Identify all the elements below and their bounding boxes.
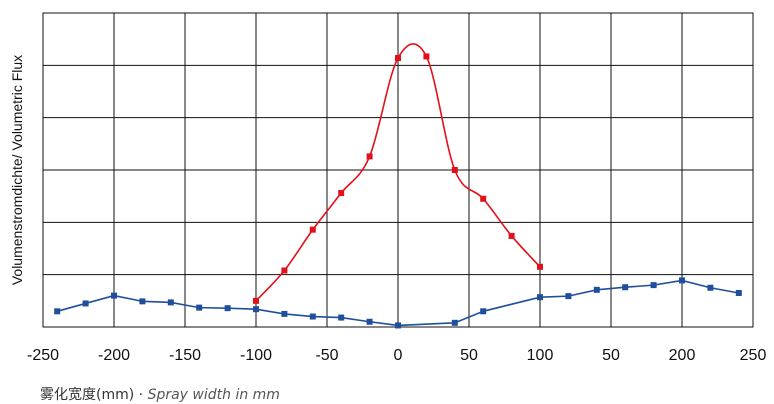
data-point-series-2 — [395, 322, 401, 329]
x-tick-label: 100 — [527, 347, 554, 364]
data-point-series-1 — [281, 267, 288, 274]
data-point-series-2 — [622, 284, 629, 291]
x-tick-labels: -250 -200 -150 -100 -50 0 50 100 50 200 250 — [27, 347, 766, 364]
x-tick-label: 250 — [740, 347, 767, 364]
data-point-series-2 — [281, 310, 288, 317]
data-point-series-2 — [167, 299, 174, 306]
data-point-series-2 — [253, 306, 259, 313]
data-point-series-1 — [508, 232, 515, 239]
data-point-series-2 — [537, 294, 543, 301]
grid-lines — [43, 13, 753, 327]
x-axis-label-separator: · — [134, 387, 148, 403]
x-tick-label: -100 — [240, 347, 272, 364]
x-tick-label: 50 — [602, 347, 620, 364]
x-axis-label-cn: 雾化宽度(mm) — [40, 387, 135, 403]
data-point-series-2 — [480, 308, 487, 315]
x-tick-label: -250 — [27, 347, 59, 364]
x-tick-label: -200 — [98, 347, 130, 364]
x-tick-label: 200 — [669, 347, 696, 364]
x-tick-label: 50 — [460, 347, 478, 364]
data-point-series-2 — [309, 313, 316, 320]
x-axis-label-en: Spray width in mm — [147, 387, 280, 403]
x-tick-label: -50 — [315, 347, 338, 364]
data-point-series-1 — [338, 190, 345, 197]
data-point-series-2 — [735, 289, 742, 296]
data-point-series-1 — [423, 53, 430, 60]
x-axis-label: 雾化宽度(mm) · Spray width in mm — [40, 384, 280, 404]
data-point-series-2 — [707, 284, 714, 291]
y-axis-label: Volumenstromdichte/ Volumetric Flux — [9, 55, 25, 285]
data-point-series-2 — [111, 292, 117, 299]
series-layer — [54, 43, 742, 329]
data-point-series-1 — [451, 167, 458, 173]
data-point-series-2 — [451, 319, 458, 326]
data-point-series-2 — [366, 318, 373, 325]
data-point-series-2 — [650, 282, 657, 289]
data-point-series-1 — [366, 153, 373, 160]
data-point-series-2 — [196, 304, 203, 311]
data-point-series-2 — [82, 300, 89, 307]
data-point-series-2 — [338, 314, 345, 321]
data-point-series-2 — [565, 293, 572, 300]
data-point-series-2 — [679, 277, 685, 284]
data-point-series-1 — [480, 195, 487, 202]
data-point-series-1 — [309, 226, 316, 233]
data-point-series-2 — [139, 298, 146, 305]
x-tick-label: 0 — [394, 347, 403, 364]
data-point-series-2 — [593, 286, 600, 293]
data-point-series-1 — [253, 297, 259, 304]
data-point-series-1 — [395, 55, 401, 62]
x-tick-label: -150 — [169, 347, 201, 364]
data-point-series-2 — [224, 305, 231, 312]
data-point-series-1 — [537, 263, 543, 270]
data-point-series-2 — [54, 308, 61, 315]
